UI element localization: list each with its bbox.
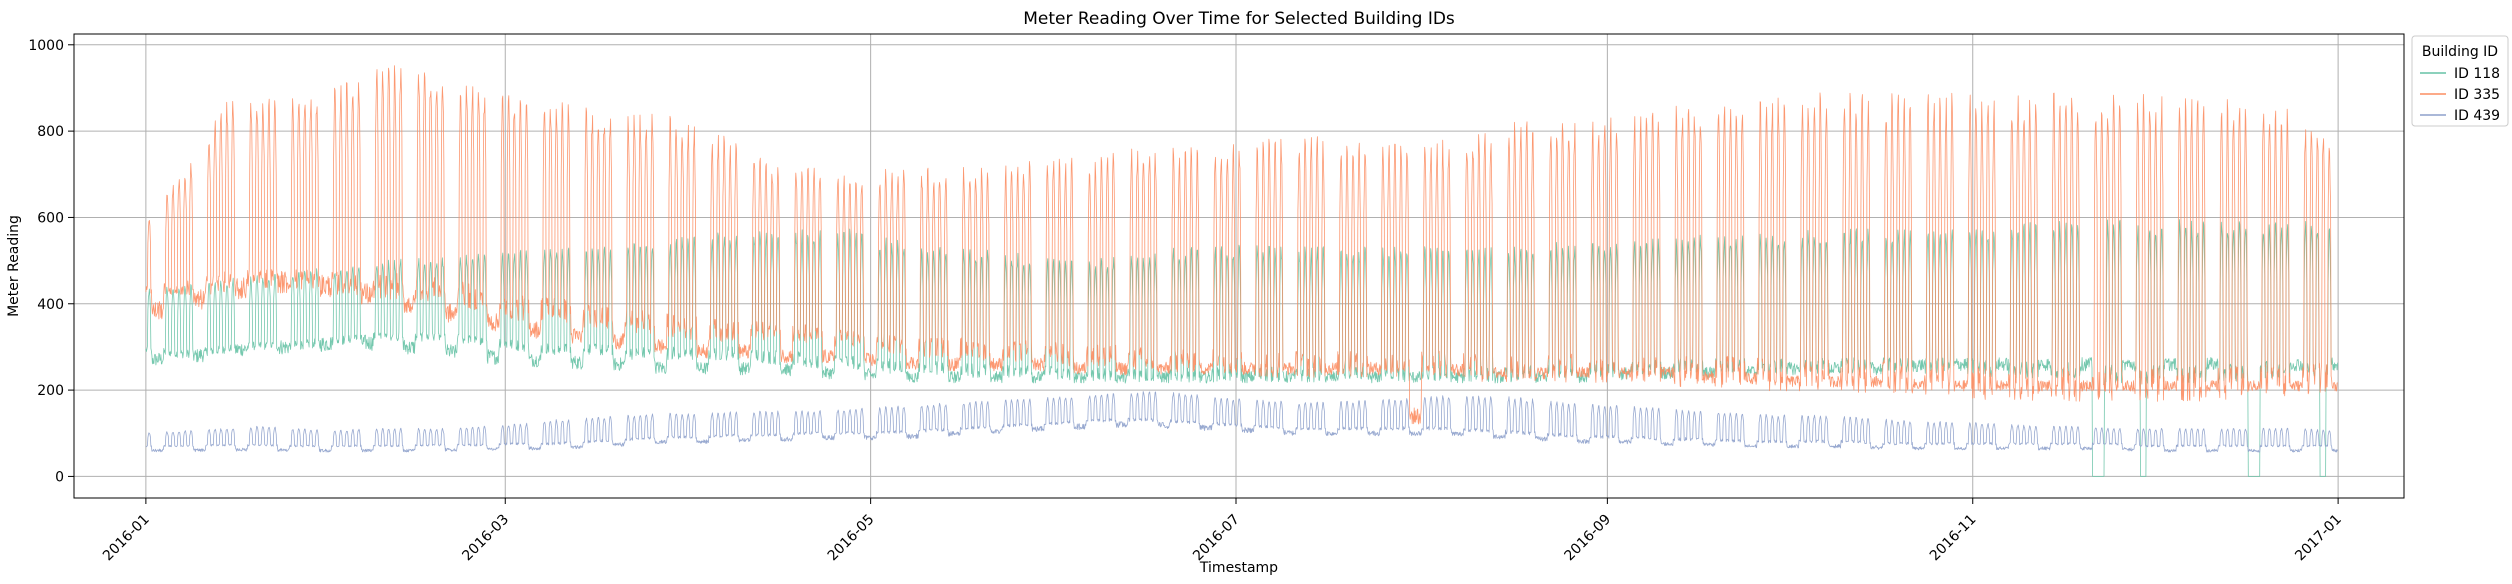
series-line-id-335	[145, 65, 2338, 425]
x-tick-label: 2016-05	[825, 512, 878, 565]
x-tick-label: 2016-01	[100, 512, 153, 565]
y-tick-label: 200	[37, 383, 64, 399]
x-tick-label: 2017-01	[2292, 512, 2345, 565]
legend-label: ID 118	[2454, 66, 2500, 82]
x-tick-label: 2016-09	[1562, 512, 1615, 565]
y-tick-label: 600	[37, 210, 64, 226]
series-line-id-118	[145, 219, 2338, 477]
y-tick-label: 400	[37, 297, 64, 313]
y-tick-label: 1000	[28, 38, 64, 54]
series-layer	[145, 65, 2338, 477]
y-tick-label: 0	[55, 469, 64, 485]
y-axis-label: Meter Reading	[6, 215, 22, 317]
chart-title: Meter Reading Over Time for Selected Bui…	[1023, 9, 1455, 29]
series-line-id-439	[145, 391, 2338, 453]
x-tick-label: 2016-07	[1190, 512, 1243, 565]
legend-title: Building ID	[2422, 44, 2498, 60]
legend-label: ID 439	[2454, 108, 2500, 124]
x-tick-label: 2016-11	[1927, 512, 1980, 565]
legend-label: ID 335	[2454, 87, 2500, 103]
legend-box	[2411, 35, 2509, 127]
x-tick-label: 2016-03	[459, 512, 512, 565]
plot-frame	[73, 33, 2405, 499]
y-tick-label: 800	[37, 124, 64, 140]
legend: Building ID ID 118 ID 335 ID 439	[2411, 35, 2509, 127]
x-axis-label: Timestamp	[1199, 560, 1278, 576]
